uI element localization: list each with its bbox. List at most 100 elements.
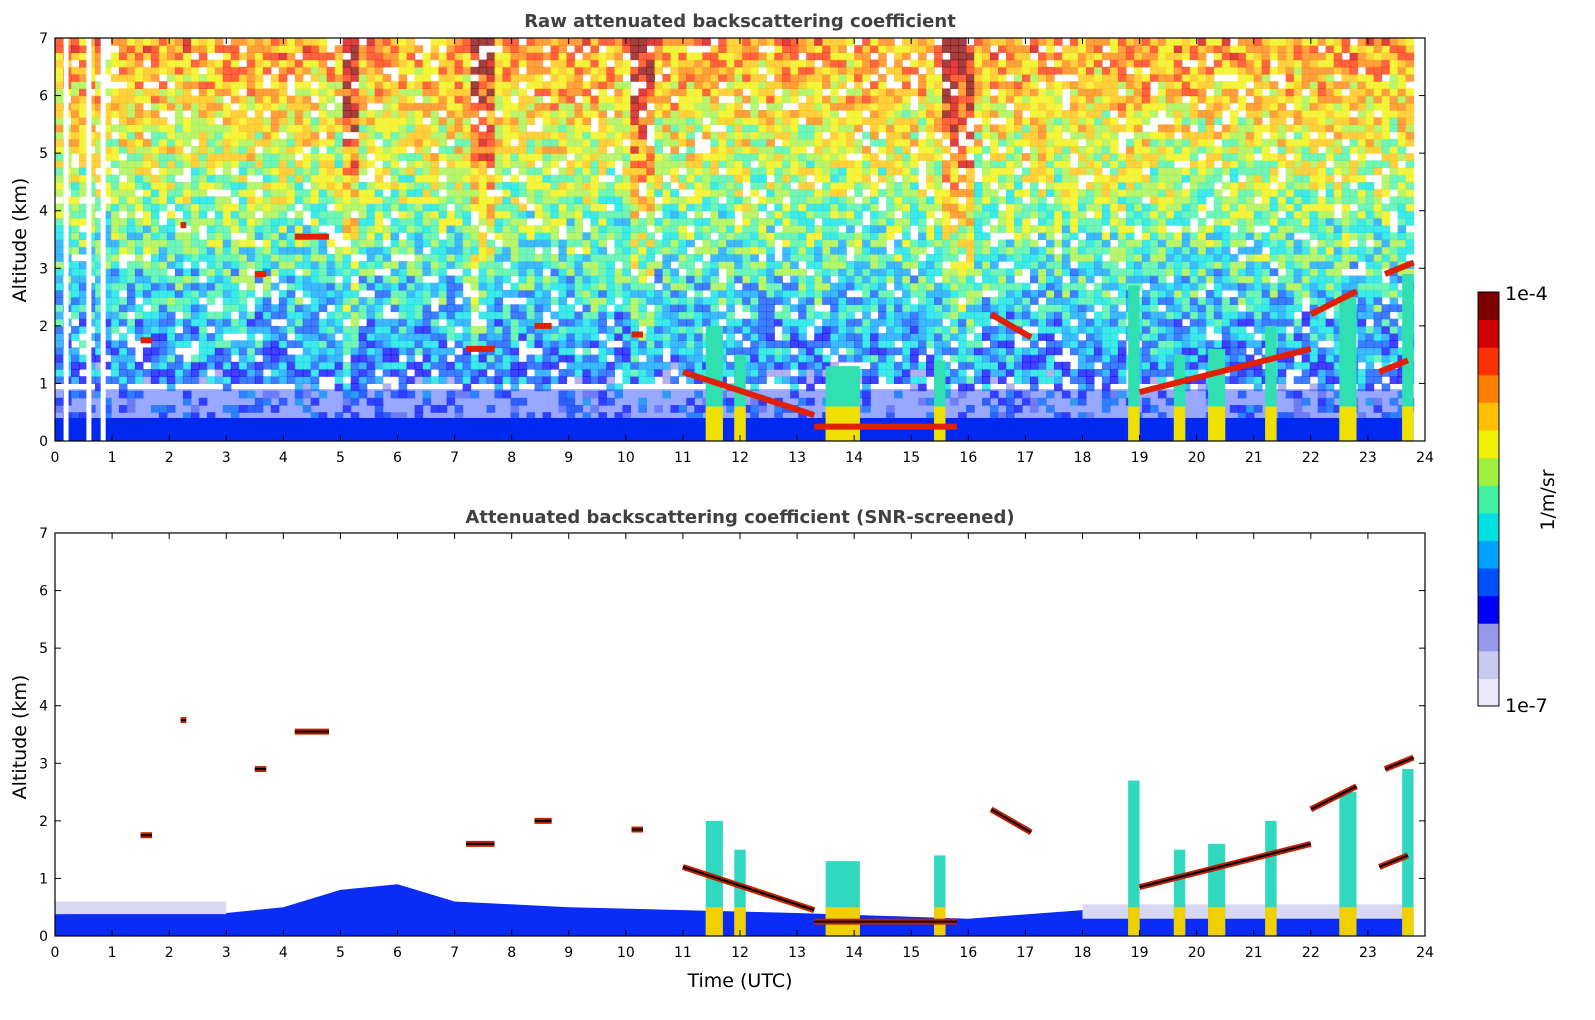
heatmap-cell	[790, 52, 799, 61]
heatmap-cell	[374, 203, 384, 212]
heatmap-cell	[894, 145, 903, 154]
heatmap-cell	[838, 38, 847, 46]
heatmap-cell	[206, 45, 216, 53]
heatmap-cell	[342, 38, 352, 46]
heatmap-cell	[486, 405, 496, 413]
heatmap-cell	[103, 145, 112, 154]
heatmap-cell	[558, 390, 568, 399]
heatmap-cell	[71, 246, 80, 255]
heatmap-cell	[862, 304, 871, 313]
heatmap-cell	[774, 110, 783, 118]
heatmap-cell	[318, 110, 328, 118]
heatmap-cell	[654, 145, 663, 154]
heatmap-cell	[382, 340, 392, 349]
heatmap-cell	[854, 181, 863, 190]
heatmap-cell	[430, 138, 440, 147]
heatmap-cell	[55, 405, 64, 413]
heatmap-cell	[862, 181, 871, 190]
heatmap-cell	[782, 268, 791, 277]
heatmap-cell	[438, 289, 448, 298]
heatmap-cell	[126, 131, 136, 140]
heatmap-cell	[830, 304, 839, 313]
heatmap-cell	[150, 160, 160, 169]
heatmap-cell	[574, 189, 584, 197]
heatmap-cell	[614, 52, 623, 61]
heatmap-cell	[302, 253, 312, 262]
heatmap-cell	[910, 160, 919, 169]
heatmap-cell	[854, 340, 863, 349]
heatmap-cell	[494, 282, 504, 291]
heatmap-cell	[438, 153, 448, 161]
heatmap-cell	[230, 289, 240, 298]
heatmap-cell	[103, 318, 112, 327]
heatmap-cell	[382, 81, 392, 89]
heatmap-cell	[590, 311, 599, 320]
heatmap-cell	[726, 261, 735, 269]
heatmap-cell	[182, 333, 192, 341]
heatmap-cell	[918, 340, 927, 349]
heatmap-cell	[254, 325, 264, 334]
heatmap-cell	[222, 239, 232, 248]
heatmap-cell	[798, 81, 807, 89]
heatmap-cell	[678, 196, 687, 205]
heatmap-cell	[910, 88, 919, 97]
heatmap-cell	[342, 124, 352, 133]
heatmap-cell	[310, 318, 320, 327]
heatmap-cell	[510, 117, 520, 125]
heatmap-cell	[502, 52, 512, 61]
heatmap-cell	[390, 81, 400, 89]
heatmap-cell	[894, 376, 903, 384]
heatmap-cell	[894, 282, 903, 291]
heatmap-cell	[342, 275, 352, 284]
heatmap-cell	[726, 289, 735, 298]
heatmap-cell	[566, 167, 576, 176]
heatmap-cell	[374, 174, 384, 183]
heatmap-cell	[830, 167, 839, 176]
heatmap-cell	[438, 145, 448, 154]
heatmap-cell	[622, 217, 631, 226]
heatmap-cell	[302, 174, 312, 183]
heatmap-cell	[622, 333, 631, 341]
heatmap-cell	[286, 196, 296, 205]
heatmap-cell	[190, 45, 200, 53]
heatmap-cell	[534, 181, 544, 190]
heatmap-cell	[238, 189, 248, 197]
heatmap-cell	[718, 297, 727, 305]
heatmap-cell	[230, 74, 240, 82]
heatmap-cell	[710, 52, 719, 61]
heatmap-cell	[118, 340, 128, 349]
heatmap-cell	[134, 145, 144, 154]
heatmap-cell	[854, 189, 863, 197]
heatmap-cell	[214, 38, 224, 46]
heatmap-cell	[654, 340, 663, 349]
heatmap-cell	[542, 124, 552, 133]
heatmap-cell	[830, 333, 839, 341]
heatmap-cell	[110, 340, 120, 349]
heatmap-cell	[822, 210, 831, 219]
heatmap-cell	[374, 196, 384, 205]
heatmap-cell	[422, 354, 432, 363]
heatmap-cell	[158, 282, 168, 291]
heatmap-cell	[894, 297, 903, 305]
heatmap-cell	[910, 347, 919, 356]
heatmap-cell	[55, 275, 64, 284]
heatmap-cell	[502, 246, 512, 255]
heatmap-cell	[838, 74, 847, 82]
heatmap-cell	[294, 246, 304, 255]
heatmap-cell	[270, 325, 280, 334]
heatmap-cell	[278, 217, 288, 226]
heatmap-cell	[398, 340, 408, 349]
heatmap-cell	[686, 412, 695, 420]
heatmap-cell	[246, 347, 256, 356]
heatmap-cell	[190, 246, 200, 255]
heatmap-cell	[598, 38, 607, 46]
heatmap-cell	[462, 210, 472, 219]
heatmap-cell	[878, 253, 887, 262]
heatmap-cell	[294, 397, 304, 406]
heatmap-cell	[510, 325, 520, 334]
heatmap-cell	[71, 181, 80, 190]
heatmap-cell	[79, 145, 88, 154]
heatmap-cell	[438, 138, 448, 147]
heatmap-cell	[926, 225, 935, 233]
heatmap-cell	[174, 246, 184, 255]
